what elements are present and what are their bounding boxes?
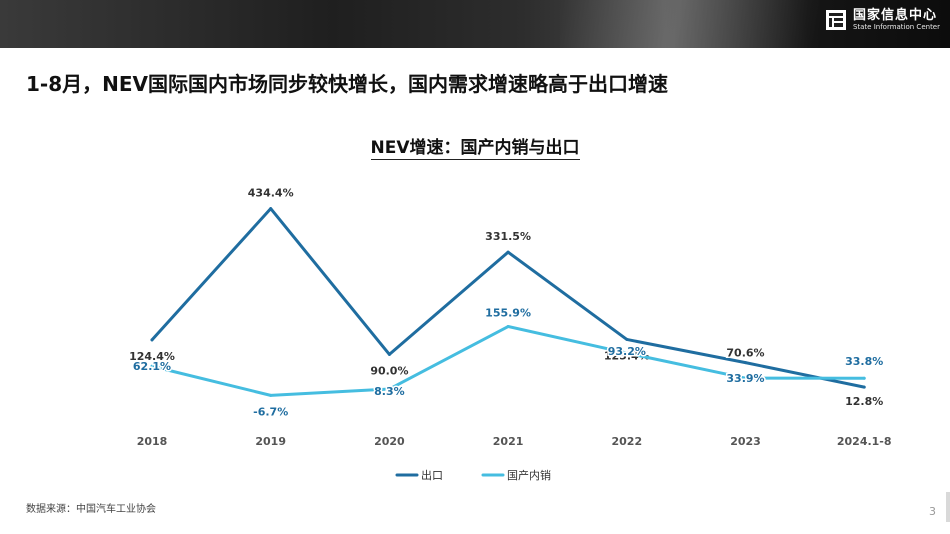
header-banner: 国家信息中心 State Information Center: [0, 0, 950, 48]
data-source: 数据来源：中国汽车工业协会: [26, 504, 156, 515]
chart-title-wrap: NEV增速：国产内销与出口: [0, 133, 950, 160]
x-tick-label: 2022: [611, 435, 642, 448]
data-label: 62.1%: [133, 360, 171, 373]
data-point: [150, 338, 154, 342]
chart-title: NEV增速：国产内销与出口: [370, 138, 580, 160]
data-label: 93.2%: [608, 345, 646, 358]
x-tick-label: 2019: [255, 435, 286, 448]
data-label: 125.4%: [604, 349, 650, 362]
slide-headline: 1-8月，NEV国际国内市场同步较快增长，国内需求增速略高于出口增速: [26, 72, 669, 96]
x-tick-label: 2021: [493, 435, 524, 448]
data-point: [387, 387, 391, 391]
data-label: 90.0%: [370, 364, 408, 377]
data-point: [744, 361, 747, 365]
data-label: 331.5%: [485, 230, 531, 243]
data-point: [269, 207, 273, 211]
data-point: [862, 385, 866, 389]
data-point: [625, 337, 629, 341]
data-point: [625, 351, 629, 355]
data-label: 33.8%: [845, 355, 883, 368]
data-label: 155.9%: [485, 307, 531, 320]
data-label: 33.9%: [726, 372, 764, 385]
data-point: [387, 352, 391, 356]
data-point: [506, 250, 510, 254]
data-label: -6.7%: [253, 405, 288, 418]
data-label: 70.6%: [726, 347, 764, 360]
legend-label: 国产内销: [507, 468, 551, 482]
data-point: [862, 376, 866, 380]
data-point: [269, 393, 273, 397]
data-label: 434.4%: [248, 187, 294, 200]
x-tick-label: 2024.1-8: [837, 435, 892, 448]
data-point: [506, 325, 510, 329]
org-logo-icon: [825, 10, 846, 30]
legend-label: 出口: [421, 468, 443, 482]
data-label: 8.3%: [374, 385, 405, 398]
x-tick-label: 2018: [137, 435, 168, 448]
data-label: 12.8%: [845, 395, 883, 408]
x-tick-label: 2023: [730, 435, 761, 448]
org-logo: 国家信息中心 State Information Center: [825, 9, 940, 31]
banner-sheen: [560, 0, 820, 48]
page-edge-bar: [946, 492, 950, 522]
page-number: 3: [929, 505, 936, 518]
x-tick-label: 2020: [374, 435, 405, 448]
data-point: [744, 376, 747, 380]
data-point: [150, 364, 154, 368]
org-name-cn: 国家信息中心: [852, 8, 937, 23]
org-name-en: State Information Center: [852, 23, 940, 31]
data-label: 124.4%: [129, 350, 175, 363]
